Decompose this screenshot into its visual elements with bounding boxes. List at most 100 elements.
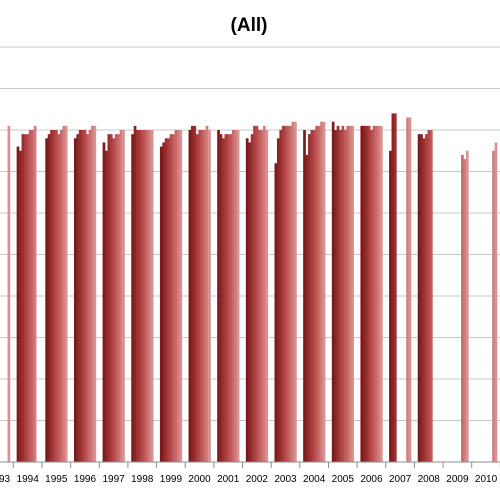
bar-2002-7 [260,130,264,462]
bar-2004-5 [312,130,316,462]
bar-1997-4 [109,134,113,462]
bar-2010-9 [494,142,498,462]
bar-2007-8 [406,117,409,463]
bar-1999-1 [159,146,163,462]
bar-1999-2 [162,142,166,462]
bar-2006-3 [365,125,369,462]
bar-1996-8 [91,125,94,462]
bar-2008-4 [425,134,428,462]
bar-1994-1 [16,146,20,462]
bar-2005-3 [336,125,340,462]
bar-2004-1 [303,130,306,462]
bar-1994-7 [31,130,35,462]
bar-2004-4 [310,130,314,462]
bar-1998-5 [141,130,144,462]
bar-2001-1 [217,130,220,462]
bar-2003-3 [279,130,283,462]
x-tick-label: 2009 [446,474,469,485]
x-tick-label: 2000 [188,474,211,485]
bar-1999-4 [167,138,170,463]
bar-2007-2 [391,113,395,463]
bar-1996-2 [76,134,80,462]
bar-1995-5 [55,130,58,462]
bar-2003-8 [291,121,295,462]
bar-2002-5 [255,125,259,462]
bar-2007-1 [389,150,392,462]
x-tick-label: 2003 [274,474,297,485]
bar-2005-2 [334,130,337,462]
bar-2008-1 [417,134,421,462]
bar-2008-3 [422,138,426,463]
bar-1996-5 [83,130,87,462]
bar-2001-6 [229,134,233,462]
bar-2004-6 [315,125,319,462]
x-tick-label: 2007 [389,474,412,485]
x-tick-label: 2008 [418,474,441,485]
bar-2000-3 [193,125,197,462]
x-tick-label: 1994 [17,474,40,485]
bar-2001-3 [222,138,225,463]
bar-2002-9 [265,130,269,462]
bar-1997-6 [114,134,118,462]
bar-2007-3 [393,113,397,463]
x-tick-label: 2001 [217,474,240,485]
bar-2003-7 [289,125,292,462]
bar-2003-5 [284,125,287,462]
bar-1999-6 [172,134,175,462]
bar-2004-9 [322,121,326,462]
bar-1995-3 [50,130,53,462]
bar-1995-2 [47,134,51,462]
bar-1997-7 [117,134,120,462]
bar-1998-3 [136,130,139,462]
bar-1997-2 [105,150,108,462]
bar-1994-5 [26,134,30,462]
bar-1994-4 [23,134,27,462]
x-tick-label: 1996 [74,474,97,485]
bar-2005-9 [351,125,355,462]
bar-2008-6 [429,130,433,462]
bar-2002-4 [253,125,256,462]
bar-1997-9 [122,130,125,462]
bar-1998-4 [138,130,142,462]
bar-1995-6 [57,134,61,462]
bar-2006-9 [380,125,383,462]
bar-2002-3 [250,134,254,462]
bar-2003-1 [274,163,278,462]
x-tick-label: 1999 [160,474,183,485]
x-tick-label: 1998 [131,474,154,485]
bar-2004-2 [305,154,309,462]
x-tick-label: 2004 [303,474,326,485]
bar-1997-8 [119,130,123,462]
bar-2000-2 [190,125,194,462]
bar-2006-2 [362,125,366,462]
x-tick-label: 2010 [475,474,498,485]
bar-2003-4 [281,125,285,462]
bar-2000-6 [200,130,204,462]
bar-1994-8 [33,125,37,462]
bar-2005-7 [346,125,350,462]
x-tick-label: 1993 [0,474,11,485]
bar-1999-3 [164,138,168,463]
x-tick-label: 1997 [102,474,125,485]
x-tick-label: 2005 [332,474,355,485]
bar-2003-6 [286,125,290,462]
bar-2008-2 [420,134,423,462]
bar-1999-7 [174,130,178,462]
bar-2005-1 [331,121,335,462]
bar-1995-8 [62,125,66,462]
bar-2001-9 [236,130,240,462]
bar-1998-2 [133,125,137,462]
bar-2001-8 [234,130,237,462]
bar-1998-7 [145,130,149,462]
bar-1999-5 [169,134,173,462]
bar-2005-6 [344,130,347,462]
bar-1996-7 [88,130,92,462]
bars [7,113,498,463]
bar-2004-3 [308,134,311,462]
x-tick-labels: 1993 1994 1995 1996 1997 1998 1999 2000 2001 2002… [0,462,500,485]
bar-1997-5 [112,138,116,463]
bar-2001-2 [219,134,223,462]
bar-2008-5 [427,130,431,462]
bar-1999-8 [177,130,180,462]
